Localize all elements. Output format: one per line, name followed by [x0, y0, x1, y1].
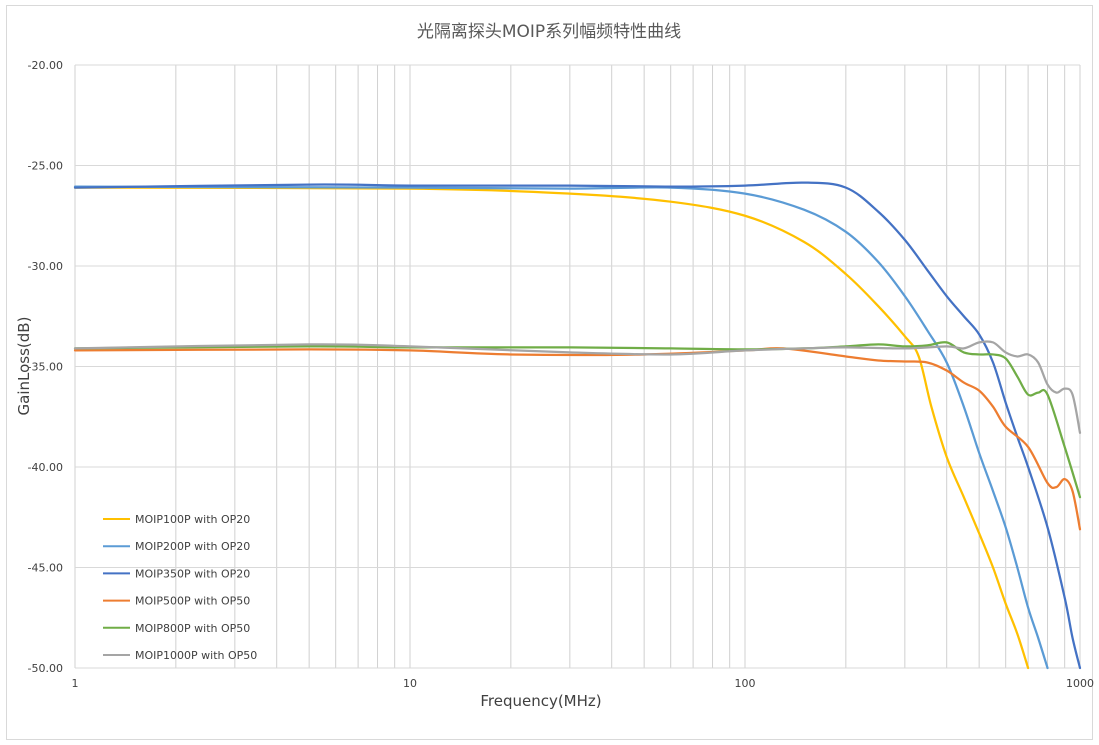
series-line-1: [73, 186, 1030, 670]
gridlines: [74, 64, 1081, 669]
legend: MOIP100P with OP20 MOIP200P with OP20 MOIP…: [103, 513, 257, 662]
y-tick-label: -35.00: [28, 361, 63, 374]
legend-label: MOIP200P with OP20: [135, 540, 250, 553]
series-line-3: [73, 181, 1082, 670]
y-tick-label: -25.00: [28, 160, 63, 173]
series-line-6: [73, 340, 1082, 434]
series-line-5: [73, 341, 1082, 499]
legend-label: MOIP100P with OP20: [135, 513, 250, 526]
y-tick-label: -45.00: [28, 562, 63, 575]
legend-label: MOIP1000P with OP50: [135, 649, 257, 662]
series-lines: [73, 181, 1082, 670]
x-tick-label: 100: [735, 677, 756, 690]
y-tick-label: -30.00: [28, 260, 63, 273]
chart-title: 光隔离探头MOIP系列幅频特性曲线: [417, 22, 681, 42]
legend-label: MOIP800P with OP50: [135, 622, 250, 635]
chart-frame: [6, 5, 1093, 740]
legend-label: MOIP350P with OP20: [135, 567, 250, 580]
series-line-2: [73, 185, 1049, 670]
legend-label: MOIP500P with OP50: [135, 595, 250, 608]
y-axis-title: GainLoss(dB): [15, 317, 33, 416]
y-tick-label: -20.00: [28, 59, 63, 72]
series-line-4: [73, 347, 1082, 531]
x-tick-label: 1: [72, 677, 79, 690]
x-axis-title: Frequency(MHz): [480, 692, 601, 710]
tick-labels: -20.00 -25.00 -30.00 -35.00 -40.00 -45.00 -50.…: [28, 59, 1094, 690]
y-tick-label: -40.00: [28, 461, 63, 474]
x-tick-label: 1000: [1066, 677, 1094, 690]
y-tick-label: -50.00: [28, 662, 63, 675]
x-tick-label: 10: [403, 677, 417, 690]
